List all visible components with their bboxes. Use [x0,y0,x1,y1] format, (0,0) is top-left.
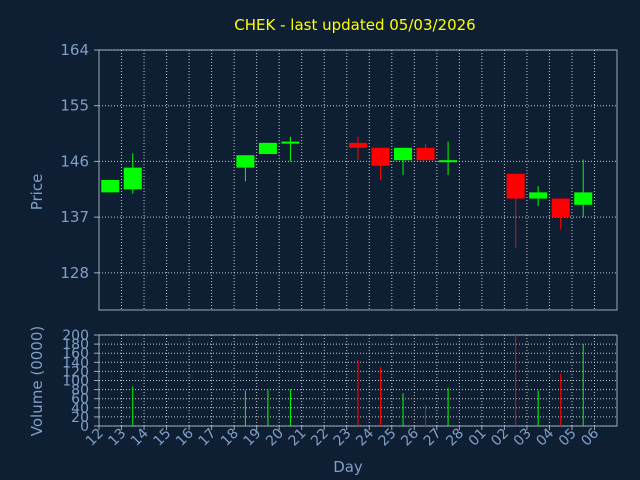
day-tick-label: 18 [218,426,242,450]
candle-04 [551,198,570,230]
candle-25 [394,147,413,176]
price-tick-label: 137 [60,208,89,226]
price-plot-frame [98,49,618,311]
candle-20 [281,136,300,162]
candle-18 [236,155,255,182]
volume-tick-label: 40 [71,401,89,417]
day-tick-label: 17 [196,426,220,450]
volume-tick-label: 80 [71,383,89,399]
candle-body [416,147,435,161]
day-tick-label: 20 [263,426,287,450]
day-tick-label: 26 [398,425,422,449]
day-tick-label: 22 [308,426,332,450]
candle-body [258,142,277,154]
day-tick-label: 05 [556,426,580,450]
day-tick-label: 24 [353,425,377,449]
volume-tick-label: 0 [80,419,89,435]
candle-body [101,180,120,193]
volume-tick-label: 120 [62,364,89,380]
volume-tick-label: 200 [62,328,89,344]
day-tick-label: 13 [105,426,129,450]
day-tick-label: 02 [488,426,512,450]
price-tick-label: 146 [60,152,89,170]
day-tick-label: 23 [331,426,355,450]
volume-tick-label: 180 [62,337,89,353]
candle-body [439,160,458,163]
volume-tick-label: 100 [62,374,89,390]
candle-body [529,192,548,199]
day-tick-label: 16 [173,425,197,449]
day-axis: 1213141516171819202122232425262728010203… [83,425,602,449]
day-tick-label: 19 [241,426,265,450]
price-panel: 128 137 146 155 164 [60,41,618,311]
candle-23 [348,136,368,160]
candle-body [371,147,390,166]
day-tick-label: 03 [511,426,535,450]
day-tick-label: 28 [443,426,467,450]
volume-tick-label: 60 [71,392,89,408]
price-axis-title: Price [28,174,46,211]
candle-12 [101,180,120,193]
candle-27 [439,141,458,176]
day-tick-label: 15 [150,426,174,450]
day-tick-label: 25 [376,426,400,450]
candle-body [123,167,142,190]
volume-axis-title: Volume (0000) [28,326,46,436]
day-tick-label: 14 [128,425,152,449]
candle-26 [416,144,435,161]
candle-body [574,192,593,205]
candle-body [551,198,570,218]
candle-body [281,141,300,144]
candle-02 [506,173,525,249]
candle-body [506,173,525,199]
day-tick-label: 04 [533,425,557,449]
day-tick-label: 06 [578,425,602,449]
candle-13 [123,153,142,194]
volume-tick-label: 20 [71,410,89,426]
candle-body [348,142,368,148]
chart-title: CHEK - last updated 05/03/2026 [234,16,475,34]
volume-tick-label: 140 [62,355,89,371]
candle-body [236,155,255,168]
day-tick-label: 01 [466,426,490,450]
candle-24 [371,147,390,180]
candle-body [394,147,413,161]
price-tick-label: 128 [60,264,89,282]
volume-tick-label: 160 [62,346,89,362]
day-axis-title: Day [333,458,363,476]
candle-03 [529,186,548,206]
price-tick-label: 155 [60,97,89,115]
price-tick-label: 164 [60,41,89,59]
day-tick-label: 27 [421,426,445,450]
day-tick-label: 21 [286,426,310,450]
candle-19 [258,142,277,154]
candle-05 [574,159,593,218]
